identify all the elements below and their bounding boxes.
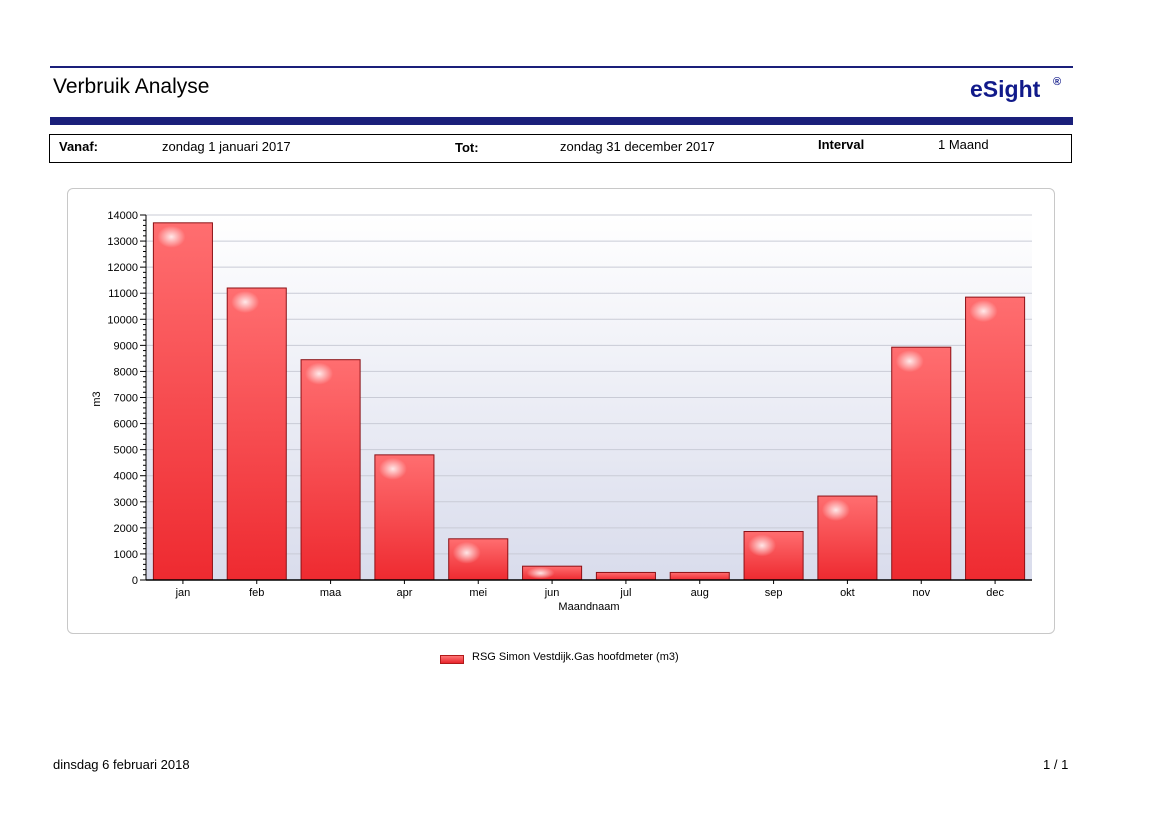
- bar-highlight: [231, 291, 260, 313]
- legend-label: RSG Simon Vestdijk.Gas hoofdmeter (m3): [472, 651, 679, 663]
- from-value: zondag 1 januari 2017: [162, 139, 291, 154]
- y-tick-label: 12000: [107, 262, 138, 274]
- bar-highlight: [895, 350, 924, 373]
- x-tick-label: apr: [396, 587, 412, 599]
- y-tick-label: 3000: [114, 497, 138, 509]
- bar: [669, 571, 730, 581]
- x-tick-label: jul: [619, 587, 631, 599]
- bar: [300, 359, 361, 581]
- x-tick-label: nov: [912, 587, 930, 599]
- to-label: Tot:: [455, 140, 479, 155]
- x-tick-label: jun: [544, 587, 560, 599]
- y-tick-label: 4000: [114, 471, 138, 483]
- y-tick-label: 2000: [114, 523, 138, 535]
- page-title: Verbruik Analyse: [53, 75, 210, 98]
- bar-highlight: [378, 457, 407, 480]
- bar-highlight: [157, 225, 186, 248]
- x-tick-label: aug: [691, 587, 709, 599]
- interval-label: Interval: [818, 137, 865, 152]
- y-axis-title: m3: [91, 391, 103, 406]
- brand-logo: eSight: [970, 76, 1041, 102]
- bar-highlight: [526, 567, 555, 579]
- y-tick-label: 5000: [114, 445, 138, 457]
- brand-registered-mark: ®: [1053, 76, 1062, 88]
- bar-highlight: [305, 362, 334, 385]
- x-tick-label: feb: [249, 587, 264, 599]
- period-info-box: Vanaf: zondag 1 januari 2017 Tot: zondag…: [49, 134, 1072, 163]
- footer-date: dinsdag 6 februari 2018: [53, 757, 190, 772]
- bar: [226, 287, 287, 581]
- bar: [152, 222, 213, 581]
- y-tick-label: 13000: [107, 236, 138, 248]
- x-tick-label: sep: [765, 587, 783, 599]
- page-number: 1 / 1: [1043, 757, 1069, 772]
- bar-highlight: [821, 499, 850, 522]
- header-top-rule: [50, 66, 1073, 68]
- x-tick-label: maa: [320, 587, 342, 599]
- x-tick-label: dec: [986, 587, 1004, 599]
- y-tick-label: 8000: [114, 366, 138, 378]
- y-tick-label: 1000: [114, 549, 138, 561]
- bar-highlight: [969, 300, 998, 323]
- y-tick-label: 0: [132, 575, 138, 587]
- y-tick-label: 9000: [114, 340, 138, 352]
- header-bottom-rule: [50, 117, 1073, 125]
- y-tick-label: 10000: [107, 314, 138, 326]
- x-axis-title: Maandnaam: [558, 601, 619, 613]
- bar: [965, 296, 1026, 581]
- bar: [595, 571, 656, 581]
- x-tick-label: jan: [175, 587, 191, 599]
- x-tick-label: mei: [469, 587, 487, 599]
- bar-chart: 0 1000 2000 3000 4000 5000 6000 7000 8000 9000 100…: [91, 210, 1032, 613]
- bar-highlight: [748, 534, 777, 557]
- x-tick-label: okt: [840, 587, 855, 599]
- to-value: zondag 31 december 2017: [560, 139, 715, 154]
- legend-swatch: [440, 655, 464, 664]
- from-label: Vanaf:: [59, 139, 99, 154]
- y-tick-label: 11000: [108, 288, 138, 300]
- bar-highlight: [452, 541, 481, 564]
- y-tick-label: 7000: [114, 393, 138, 405]
- y-tick-label: 6000: [114, 419, 138, 431]
- y-tick-label: 14000: [107, 210, 138, 222]
- bar: [891, 346, 952, 581]
- interval-value: 1 Maand: [938, 137, 989, 152]
